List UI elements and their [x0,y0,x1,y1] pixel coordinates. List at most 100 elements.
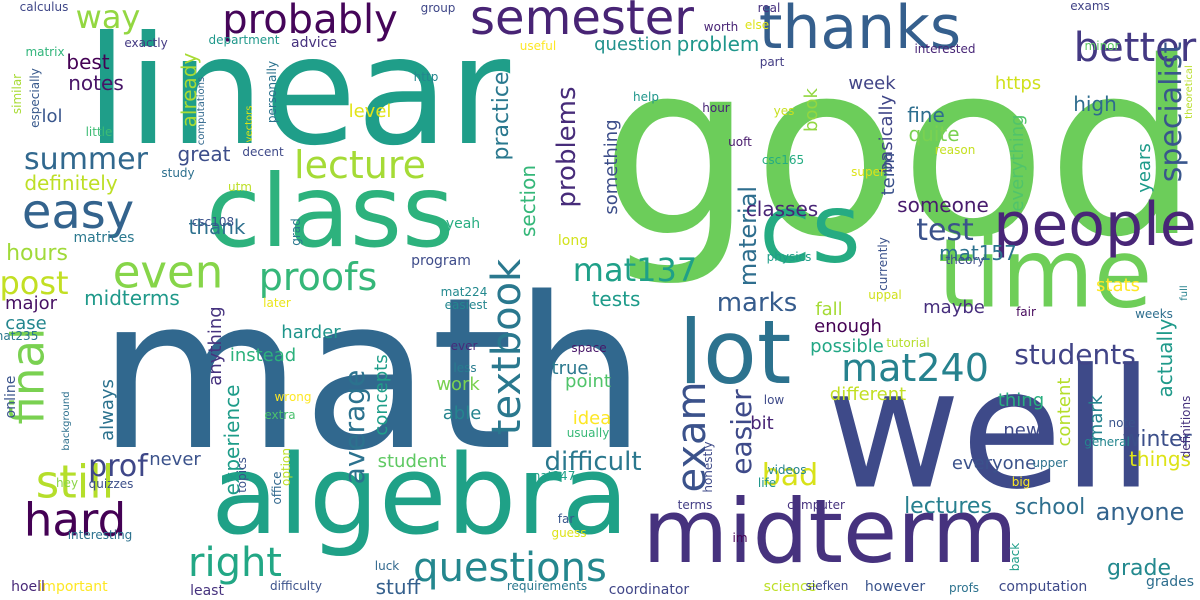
word-csc108: csc108 [191,215,235,229]
word-anyone: anyone [1095,498,1185,526]
word-theory: theory [945,253,985,267]
word-midterms: midterms [84,286,180,310]
word-definitely: definitely [24,171,118,195]
word-mat224: mat224 [440,285,488,299]
word-thing: thing [997,390,1045,411]
word-great: great [177,142,231,166]
word-exams: exams [1070,0,1110,13]
word-ever: ever [450,339,478,353]
word-well: well [825,333,1155,526]
word-mat157: mat157 [939,241,1017,265]
word-student: student [377,451,447,472]
word-stuff: stuff [375,575,421,599]
word-help: help [633,90,659,104]
word-mat235: mat235 [0,329,39,343]
word-least: least [190,583,224,599]
word-new: new [1003,420,1041,441]
word-personally: personally [265,60,279,124]
word-instead: instead [229,345,297,366]
word-vectors: vectors [244,105,255,143]
word-never: never [149,449,201,470]
word-question: question [594,34,672,55]
word-yes: yes [773,104,795,118]
word-hard: hard [23,493,127,547]
word-problem: problem [676,32,760,56]
word-math: math [97,252,647,497]
word-csc165: csc165 [761,153,805,167]
word-way: way [75,0,141,36]
word-algebra: algebra [211,431,629,559]
word-average: average [338,369,371,485]
word-school: school [1014,495,1086,520]
word-fair: fair [1016,305,1036,319]
word-best: best [66,50,110,74]
word-im: im [732,531,748,545]
word-http: http [413,70,439,84]
word-useful: useful [519,39,557,53]
word-lot: lot [678,301,792,404]
word-topics: topics [235,457,249,493]
word-less: less [453,361,477,375]
word-idea: idea [572,408,612,429]
word-department: department [208,33,280,47]
word-true: true [551,358,589,379]
word-winter: winter [1122,427,1192,452]
word-computer: computer [787,498,845,512]
word-even: even [112,245,224,299]
word-utm: utm [228,180,252,194]
word-part: part [759,55,785,69]
word-semester: semester [470,0,694,46]
word-grades: grades [1145,574,1195,590]
word-wrong: wrong [274,390,312,404]
word-grad: grad [289,218,303,246]
word-group: group [420,1,456,15]
word-life: life [757,476,777,490]
word-full: full [1179,285,1190,301]
word-https: https [994,73,1042,94]
word-enough: enough [814,316,882,337]
word-similar: similar [10,73,24,115]
word-reason: reason [934,143,976,157]
word-currently: currently [876,237,890,291]
word-easiest: easiest [444,298,488,312]
word-lecture: lecture [294,143,426,187]
word-difficulty: difficulty [270,579,322,593]
word-fine: fine [907,103,945,127]
word-years: years [1134,143,1155,193]
word-people: people [993,190,1197,260]
word-grade: grade [1107,556,1171,581]
word-however: however [864,579,926,595]
word-problems: problems [552,86,582,208]
word-interesting: interesting [67,528,133,542]
word-week: week [848,73,896,94]
word-hour: hour [702,101,730,115]
word-background: background [61,391,72,451]
word-usually: usually [566,426,610,440]
word-things: things [1129,447,1191,471]
word-linear: linear [85,5,511,179]
word-upper: upper [1032,456,1068,470]
word-prof: prof [88,449,148,484]
word-big: big [1011,475,1031,489]
word-work: work [436,374,480,395]
word-thanks: thanks [758,0,962,63]
word-theoretical: theoretical [1184,65,1195,119]
word-exactly: exactly [124,36,168,50]
word-something: something [601,119,622,215]
word-mat137: mat137 [572,251,698,289]
word-long: long [557,233,589,249]
word-study: study [161,166,195,180]
word-definitions: definitions [1179,395,1193,459]
word-profs: profs [948,581,980,595]
word-interested: interested [914,42,976,56]
word-online: online [3,375,19,419]
word-computation: computation [998,579,1088,595]
word-notes: notes [68,71,124,95]
word-minor: minor [1084,39,1120,53]
word-guess: guess [551,526,587,540]
word-easy: easy [21,184,135,240]
word-computations: computations [196,76,207,146]
word-quizzes: quizzes [88,477,134,491]
word-lol: lol [41,106,63,127]
